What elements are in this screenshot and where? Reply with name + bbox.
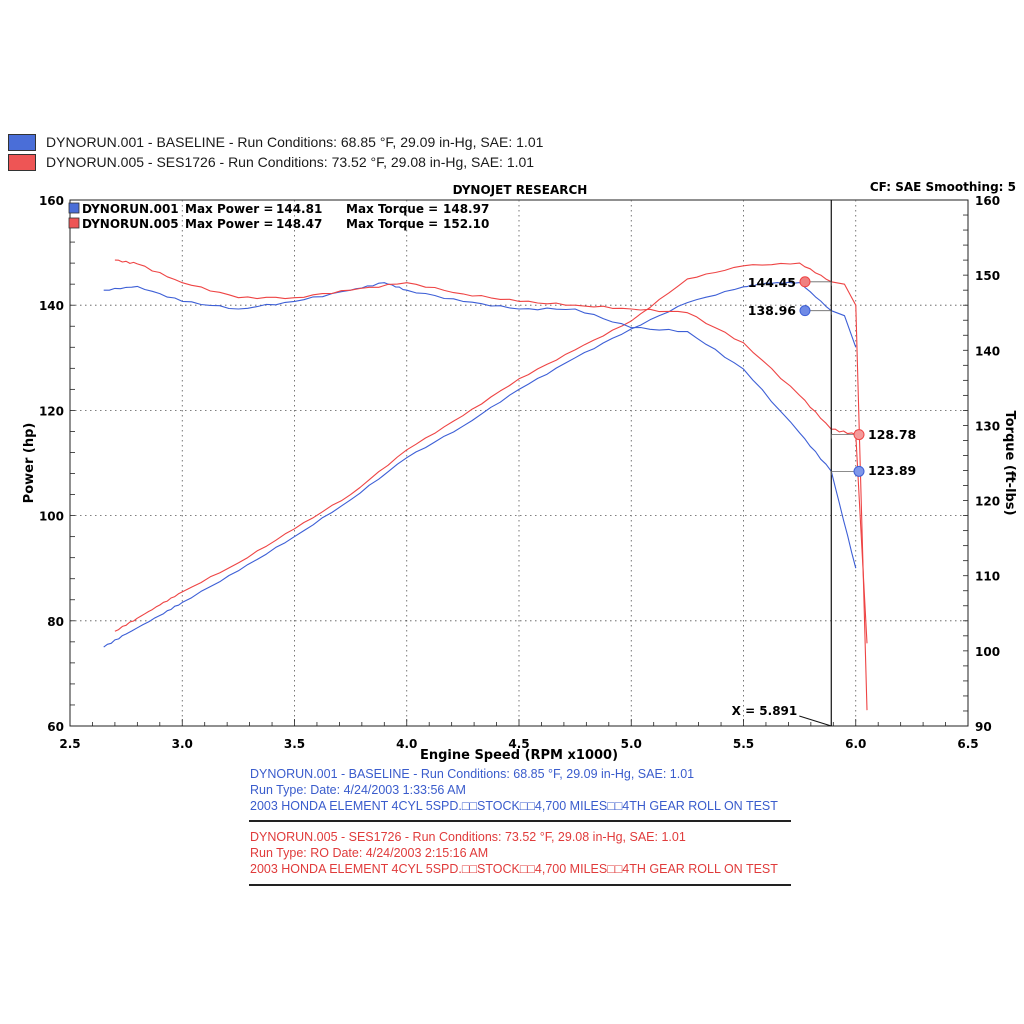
y2-tick-label: 120: [975, 495, 1000, 509]
y-tick-label: 100: [39, 510, 64, 524]
callout-red-power-value: 144.45: [748, 275, 796, 290]
series-line-dynorun-001-power: [103, 281, 857, 648]
divider: [249, 820, 791, 822]
y-tick-label: 120: [39, 404, 64, 418]
series-line-dynorun-005-torque: [114, 259, 868, 644]
inner-legend-torque-label: Max Torque =: [346, 202, 438, 216]
series-group: [103, 259, 868, 711]
inner-legend-run: DYNORUN.005: [82, 217, 179, 231]
info-line: Run Type: Date: 4/24/2003 1:33:56 AM: [250, 783, 466, 797]
legend-swatch-red: [8, 154, 36, 171]
y2-tick-label: 100: [975, 645, 1000, 659]
inner-legend-torque-value: 152.10: [443, 217, 489, 231]
x-tick-label: 3.5: [284, 737, 305, 751]
info-block-run-001: DYNORUN.001 - BASELINE - Run Conditions:…: [250, 766, 778, 814]
plot-area: [69, 199, 969, 727]
info-block-run-005: DYNORUN.005 - SES1726 - Run Conditions: …: [250, 829, 778, 877]
x-tick-label: 6.5: [957, 737, 978, 751]
x-tick-label: 5.0: [621, 737, 642, 751]
y2-tick-label: 90: [975, 720, 992, 734]
info-line: Run Type: RO Date: 4/24/2003 2:15:16 AM: [250, 846, 489, 860]
inner-legend-run: DYNORUN.001: [82, 202, 179, 216]
callout-blue-power-value: 138.96: [748, 303, 797, 318]
info-line: 2003 HONDA ELEMENT 4CYL 5SPD.□□STOCK□□4,…: [250, 799, 778, 813]
cursor-pointer: [799, 715, 832, 727]
info-line: 2003 HONDA ELEMENT 4CYL 5SPD.□□STOCK□□4,…: [250, 862, 778, 876]
callout-marker-red-torque: [853, 429, 865, 441]
divider: [249, 884, 791, 886]
chart-title: DYNOJET RESEARCH: [453, 183, 588, 197]
y-tick-label: 160: [39, 194, 64, 208]
inner-legend: DYNORUN.001 Max Power = 144.81 Max Torqu…: [68, 202, 489, 231]
series-line-dynorun-005-power: [114, 262, 868, 711]
x-tick-label: 3.0: [172, 737, 193, 751]
inner-legend-swatch-blue: [68, 202, 80, 214]
legend-label: DYNORUN.001 - BASELINE - Run Conditions:…: [46, 134, 544, 150]
y2-tick-label: 140: [975, 344, 1000, 358]
callout-marker-red-power: [799, 276, 811, 288]
x-tick-label: 2.5: [59, 737, 80, 751]
info-line: DYNORUN.001 - BASELINE - Run Conditions:…: [250, 767, 695, 781]
chart-settings: CF: SAE Smoothing: 5: [870, 180, 1016, 194]
x-axis-label: Engine Speed (RPM x1000): [420, 748, 618, 763]
info-line: DYNORUN.005 - SES1726 - Run Conditions: …: [250, 830, 686, 844]
legend-swatch-blue: [8, 134, 36, 151]
y2-axis-label: Torque (ft-lbs): [1002, 410, 1017, 515]
inner-legend-power-value: 144.81: [276, 202, 322, 216]
cursor-label: X = 5.891: [732, 704, 798, 718]
y2-tick-label: 160: [975, 194, 1000, 208]
y-axis-label: Power (hp): [22, 423, 37, 504]
inner-legend-power-value: 148.47: [276, 217, 322, 231]
inner-legend-power-label: Max Power =: [185, 202, 273, 216]
inner-legend-torque-label: Max Torque =: [346, 217, 438, 231]
callout-marker-blue-power: [799, 305, 811, 317]
inner-legend-power-label: Max Power =: [185, 217, 273, 231]
inner-legend-swatch-red: [68, 217, 80, 229]
callout-marker-blue-torque: [853, 465, 865, 477]
y2-tick-label: 150: [975, 269, 1000, 283]
y2-tick-label: 110: [975, 570, 1000, 584]
x-tick-label: 4.5: [508, 737, 529, 751]
series-line-dynorun-001-torque: [103, 282, 857, 569]
inner-legend-torque-value: 148.97: [443, 202, 489, 216]
callout-red-torque-value: 128.78: [868, 427, 916, 442]
callout-blue-torque-value: 123.89: [868, 463, 916, 478]
y-tick-label: 80: [47, 615, 64, 629]
x-tick-label: 5.5: [733, 737, 754, 751]
y-tick-label: 60: [47, 720, 64, 734]
x-tick-label: 6.0: [845, 737, 866, 751]
legend-label: DYNORUN.005 - SES1726 - Run Conditions: …: [46, 154, 535, 170]
axis-ticks: 2.5 3.0 3.5 4.0 4.5 5.0 5.5 6.0 6.5 60 80 100 120 140…: [39, 194, 1000, 751]
y-tick-label: 140: [39, 299, 64, 313]
cursor-callouts: 144.45 138.96 128.78 123.89: [748, 275, 917, 478]
x-tick-label: 4.0: [396, 737, 417, 751]
y2-tick-label: 130: [975, 419, 1000, 433]
